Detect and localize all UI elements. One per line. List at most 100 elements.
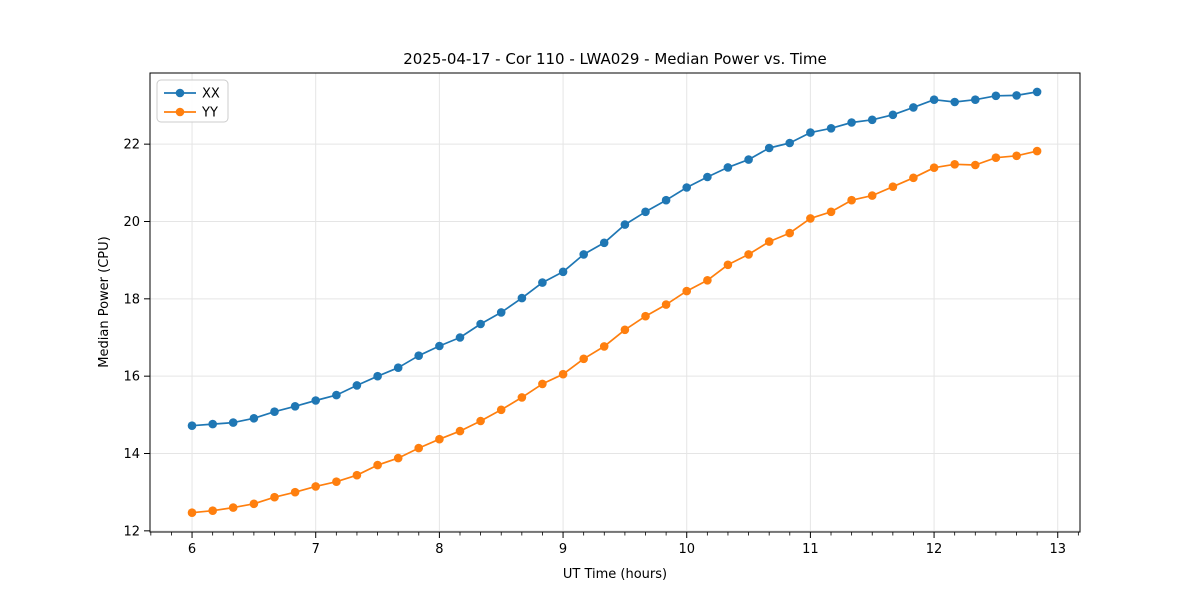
data-point-YY	[290, 487, 300, 497]
data-point-XX	[950, 97, 959, 107]
data-point-YY	[950, 160, 959, 169]
data-point-YY	[888, 182, 898, 191]
data-point-XX	[290, 402, 300, 411]
data-point-YY	[661, 300, 671, 309]
data-point-XX	[187, 421, 197, 431]
data-point-YY	[208, 506, 217, 515]
data-point-YY	[867, 191, 877, 200]
data-point-YY	[435, 434, 444, 444]
data-point-XX	[785, 138, 794, 148]
x-tick-label: 6	[188, 542, 196, 557]
data-point-XX	[496, 308, 506, 317]
data-point-YY	[599, 342, 609, 351]
data-point-XX	[991, 91, 1001, 101]
data-point-XX	[847, 118, 856, 127]
data-point-YY	[414, 443, 424, 453]
data-point-XX	[909, 103, 918, 112]
data-point-XX	[703, 172, 712, 182]
data-point-YY	[1012, 151, 1021, 161]
data-point-YY	[373, 460, 382, 470]
data-point-XX	[538, 278, 547, 287]
legend-marker-swatch	[175, 107, 185, 117]
x-axis-label: UT Time (hours)	[563, 567, 667, 582]
data-point-XX	[332, 390, 341, 400]
x-tick-label: 9	[559, 542, 567, 557]
data-point-YY	[517, 393, 527, 402]
data-point-YY	[847, 195, 856, 205]
data-point-YY	[991, 153, 1001, 162]
data-point-YY	[579, 354, 588, 364]
x-tick-label: 11	[802, 542, 819, 557]
data-point-XX	[764, 143, 774, 153]
data-point-YY	[785, 228, 794, 238]
x-tick-label: 12	[926, 542, 943, 557]
data-point-YY	[641, 311, 650, 321]
series-line-YY	[191, 150, 1038, 514]
data-point-XX	[476, 319, 485, 329]
legend-label: YY	[201, 106, 218, 121]
data-point-XX	[558, 267, 568, 277]
legend-marker-swatch	[175, 88, 185, 98]
x-tick-label: 13	[1049, 542, 1066, 557]
data-point-XX	[1032, 87, 1042, 97]
data-point-YY	[620, 325, 630, 335]
data-point-YY	[332, 477, 341, 487]
legend-label: XX	[202, 87, 220, 102]
data-point-XX	[826, 124, 836, 133]
data-point-XX	[744, 155, 753, 164]
data-point-YY	[270, 492, 279, 502]
data-point-YY	[723, 260, 733, 270]
data-point-YY	[496, 405, 506, 415]
data-point-XX	[228, 418, 238, 427]
data-point-YY	[455, 426, 465, 436]
data-point-XX	[723, 163, 733, 172]
series-line-XX	[191, 91, 1038, 427]
legend-item-XX: XX	[164, 87, 220, 102]
data-point-YY	[249, 499, 259, 509]
x-tick-label: 8	[435, 542, 443, 557]
data-point-XX	[867, 115, 877, 125]
data-point-XX	[806, 128, 815, 137]
data-point-XX	[270, 407, 279, 417]
data-point-YY	[187, 508, 197, 517]
axes-layer: 6 7 8 9 10 11 12 13 12 14 16 18 20 22	[123, 72, 1081, 557]
data-point-YY	[929, 163, 939, 172]
y-tick-label: 16	[123, 370, 140, 385]
grid-layer	[150, 73, 1080, 532]
data-point-YY	[476, 416, 485, 426]
data-point-XX	[888, 110, 898, 120]
plot-border	[149, 72, 1081, 533]
x-tick-label: 10	[678, 542, 695, 557]
data-point-YY	[744, 250, 753, 259]
data-point-XX	[971, 95, 980, 104]
data-point-XX	[1012, 91, 1021, 100]
y-axis-label: Median Power (CPU)	[97, 236, 112, 367]
data-point-YY	[806, 214, 815, 223]
data-point-YY	[558, 369, 568, 379]
data-point-XX	[208, 419, 217, 429]
series-XX	[187, 87, 1042, 431]
chart-title: 2025-04-17 - Cor 110 - LWA029 - Median P…	[403, 50, 827, 68]
data-point-XX	[352, 381, 362, 390]
data-point-XX	[414, 351, 424, 361]
data-point-YY	[826, 207, 836, 217]
data-point-XX	[393, 363, 403, 373]
y-tick-label: 22	[123, 138, 140, 153]
data-point-XX	[929, 95, 939, 104]
data-point-YY	[393, 453, 403, 463]
data-point-YY	[971, 160, 980, 170]
data-point-YY	[764, 237, 774, 246]
data-point-YY	[703, 276, 712, 285]
data-point-YY	[538, 379, 547, 389]
data-point-XX	[682, 183, 691, 192]
data-point-XX	[641, 207, 650, 217]
series-layer	[187, 87, 1042, 517]
data-point-XX	[435, 341, 444, 351]
data-point-YY	[228, 503, 238, 512]
data-point-YY	[1032, 146, 1042, 156]
data-point-XX	[599, 238, 609, 248]
data-point-XX	[661, 195, 671, 205]
y-tick-label: 20	[123, 215, 140, 230]
